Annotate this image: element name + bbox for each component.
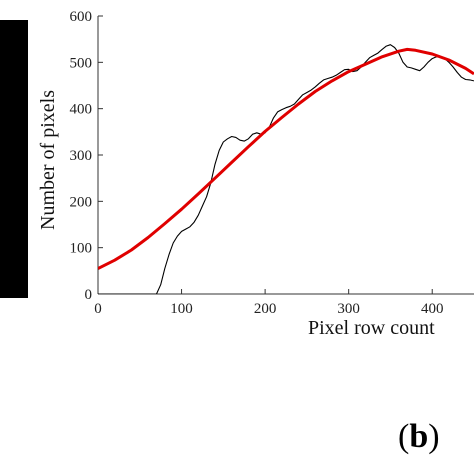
y-axis-label: Number of pixels <box>37 90 59 230</box>
series-line-measured <box>98 44 474 294</box>
x-tick-label: 400 <box>421 301 444 317</box>
panel-letter: b <box>409 418 429 455</box>
y-tick-label: 600 <box>70 9 93 25</box>
x-tick-label: 100 <box>170 301 193 317</box>
y-tick-label: 500 <box>70 55 93 71</box>
y-tick-label: 400 <box>70 102 93 118</box>
grayscale-image-panel <box>0 20 28 298</box>
y-tick-label: 300 <box>70 148 93 164</box>
y-tick-label: 100 <box>70 241 93 257</box>
series-line-fit <box>98 47 474 270</box>
x-tick-label: 200 <box>254 301 277 317</box>
x-tick-label: 300 <box>337 301 360 317</box>
plot-area: 0 100 200 300 400 500 600 0 100 200 300 400 <box>70 9 474 317</box>
x-tick-label: 0 <box>94 301 102 317</box>
panel-label: (b) <box>398 418 440 455</box>
y-tick-label: 200 <box>70 194 93 210</box>
x-axis-label: Pixel row count <box>308 317 435 339</box>
y-tick-label: 0 <box>85 287 93 303</box>
